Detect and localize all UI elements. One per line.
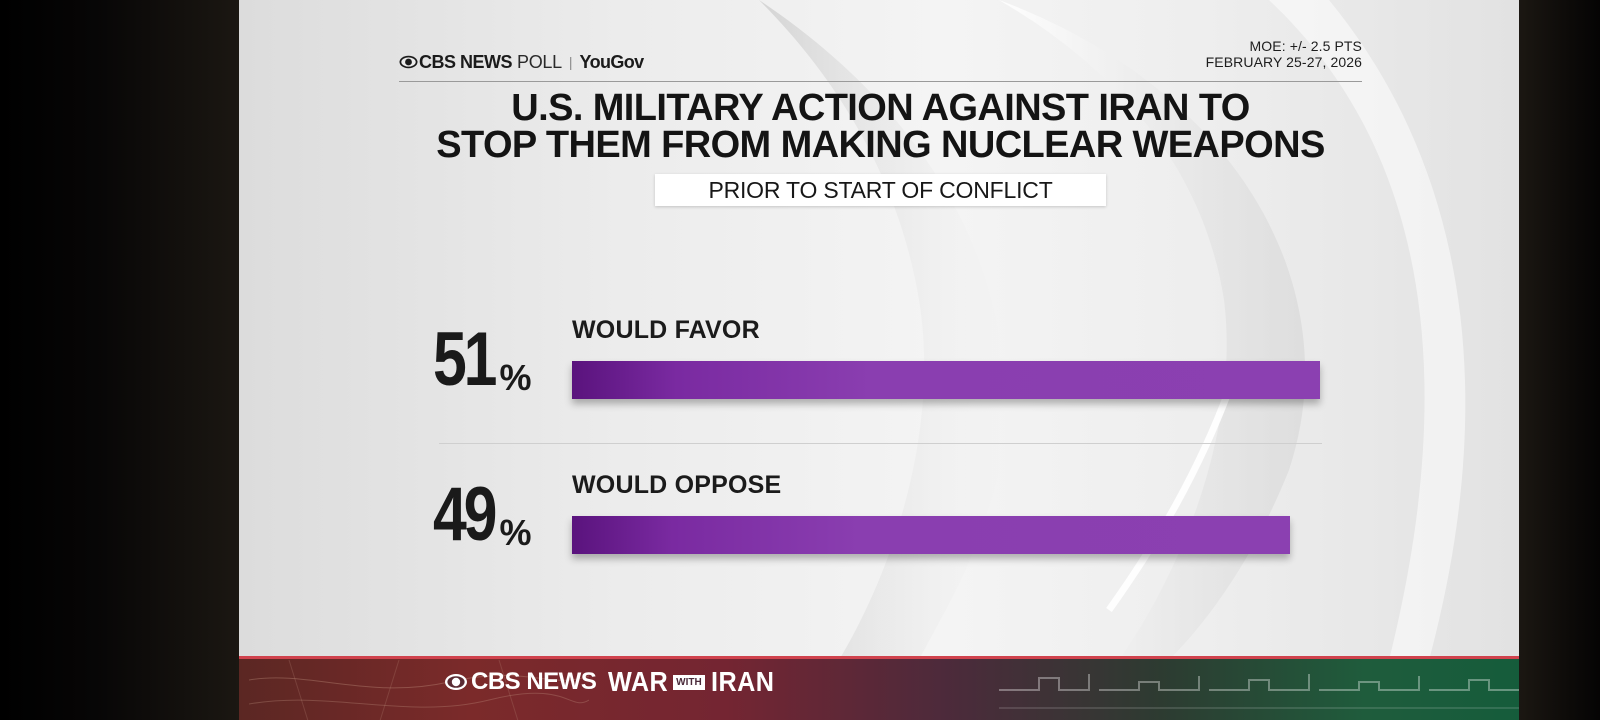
bar-value-label: 49% [433,472,532,557]
brand-cbs-news: CBS NEWS [419,51,513,72]
ticker-iran: IRAN [710,666,775,697]
brand-yougov: YouGov [579,51,645,72]
cbs-eye-icon [399,55,418,69]
bezel-left [0,0,239,720]
percent-symbol: % [499,357,532,398]
ticker-cbs-eye-icon [445,674,467,690]
ticker-war: WAR [608,666,669,697]
bar [572,516,1290,554]
brand-separator: | [568,54,573,70]
cbs-war-with-iran-logo: CBS NEWS WAR WITH IRAN [444,664,781,700]
brand-poll: POLL [517,51,562,72]
poll-brand: CBS NEWS POLL | YouGov [399,52,644,72]
poll-dates: FEBRUARY 25-27, 2026 [1205,54,1362,70]
header-rule [399,81,1362,82]
ticker-cbs-news: CBS NEWS [471,668,597,695]
margin-of-error: MOE: +/- 2.5 PTS [1249,38,1362,54]
bar-divider [439,443,1322,444]
bar-value-number: 51 [433,317,497,402]
chart-subtitle: PRIOR TO START OF CONFLICT [655,174,1106,206]
bar-value-number: 49 [433,472,497,557]
bar [572,361,1320,399]
bar-label: WOULD OPPOSE [572,471,782,499]
poll-meta: MOE: +/- 2.5 PTS FEBRUARY 25-27, 2026 [1206,38,1362,70]
calligraphy-texture [999,674,1519,709]
bar-value-label: 51% [433,317,532,402]
chart-title-line-2: STOP THEM FROM MAKING NUCLEAR WEAPONS [436,124,1325,166]
bar-label: WOULD FAVOR [572,316,760,344]
chart-title-line-1: U.S. MILITARY ACTION AGAINST IRAN TO [511,87,1250,129]
ticker-accent-line [239,656,1519,659]
lower-third-ticker [239,656,1519,720]
ticker-with-badge: WITH [673,674,705,690]
broadcast-screen: CBS NEWS POLL | YouGov MOE: +/- 2.5 PTS … [239,0,1519,720]
chart-title: U.S. MILITARY ACTION AGAINST IRAN TO STO… [389,87,1372,166]
percent-symbol: % [499,512,532,553]
bezel-right [1519,0,1600,720]
background-swoosh [759,0,1466,660]
